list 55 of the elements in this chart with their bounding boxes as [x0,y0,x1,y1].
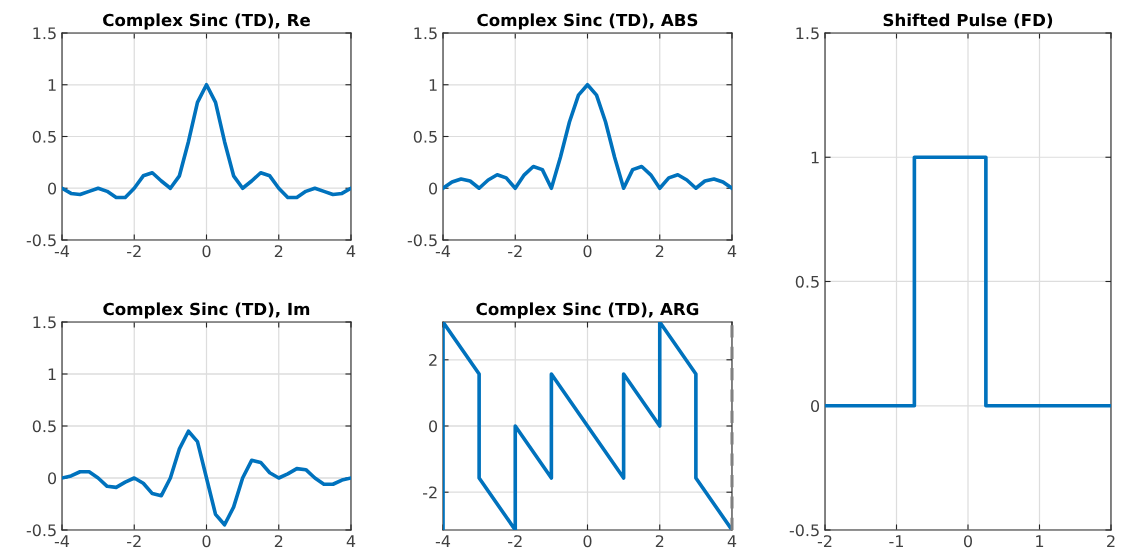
y-tick-label: 1 [811,151,819,164]
x-tick-label: 0 [583,535,592,548]
y-tick-label: -0.5 [26,524,56,537]
x-tick-label: -1 [889,535,903,547]
x-tick-label: 0 [583,245,592,258]
x-tick-label: -4 [54,535,70,547]
x-tick-label: 1 [1036,535,1044,547]
line-series [62,82,351,200]
x-tick-label: 4 [346,245,356,257]
y-tick-label: 1.5 [33,27,56,40]
x-tick-label: -4 [435,535,451,547]
chart-title: Complex Sinc (TD), ARG [476,302,699,319]
y-tick-label: 0 [429,420,438,433]
y-tick-label: -2 [423,486,437,499]
chart-title: Shifted Pulse (FD) [883,13,1053,29]
line-series [443,322,732,530]
x-tick-label: 2 [1107,535,1115,547]
x-tick-label: 0 [202,245,211,258]
x-tick-label: 2 [274,245,283,257]
x-tick-label: -4 [54,245,70,257]
y-tick-label: 0 [811,399,820,413]
y-tick-label: 1 [48,79,56,91]
chart-title: Complex Sinc (TD), Im [103,302,310,319]
chart-title: Complex Sinc (TD), ABS [477,13,698,30]
y-tick-label: -0.5 [789,524,819,537]
x-tick-label: -2 [508,245,522,257]
x-tick-label: 2 [655,245,664,257]
y-tick-label: -0.5 [407,234,437,247]
x-tick-label: 4 [727,535,737,547]
x-tick-label: -2 [127,245,141,257]
x-tick-label: 2 [655,535,664,547]
y-tick-label: 1 [429,79,437,91]
line-series [443,82,732,191]
y-tick-label: 0 [48,472,57,485]
y-tick-label: 0.5 [32,130,56,143]
y-tick-label: 2 [429,354,437,366]
y-tick-label: 1 [48,368,56,381]
y-tick-label: 1.5 [796,27,819,40]
y-tick-label: 0.5 [795,275,819,288]
y-tick-label: 1.5 [414,27,437,40]
y-tick-label: 0.5 [413,130,437,143]
x-tick-label: 0 [202,535,211,548]
y-tick-label: 0 [48,182,57,195]
y-tick-label: 0.5 [32,420,56,433]
x-tick-label: -2 [127,535,141,547]
y-tick-label: -0.5 [26,234,56,247]
x-tick-label: 4 [346,535,356,547]
x-tick-label: -4 [435,245,451,257]
x-tick-label: 4 [727,245,737,257]
x-tick-label: -2 [508,535,522,547]
y-tick-label: 1.5 [33,316,56,329]
x-tick-label: 2 [274,535,283,547]
chart-title: Complex Sinc (TD), Re [103,13,310,30]
x-tick-label: 0 [963,535,973,548]
y-tick-label: 0 [429,182,438,195]
